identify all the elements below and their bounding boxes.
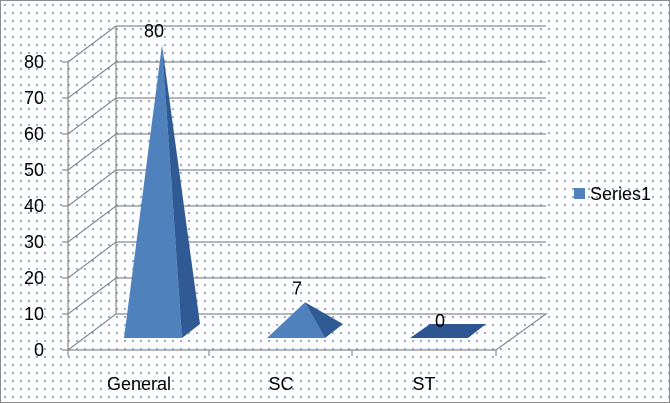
pyramid-right-face	[162, 44, 200, 338]
gridlines	[67, 25, 546, 351]
y-tick-label: 70	[24, 88, 44, 108]
gridline-side	[67, 277, 117, 315]
data-label: 80	[144, 21, 164, 41]
category-label: SC	[268, 374, 293, 394]
y-tick-label: 40	[24, 196, 44, 216]
data-labels: 80 7 0	[144, 21, 445, 331]
legend: Series1	[574, 184, 651, 204]
pyramid-marks	[124, 44, 486, 338]
gridline-side	[67, 97, 117, 135]
gridline-side	[67, 205, 117, 243]
pyramid-front-face	[124, 44, 182, 338]
gridline-side	[67, 313, 117, 351]
gridline-side	[67, 169, 117, 207]
y-tick-label: 80	[24, 52, 44, 72]
data-label: 0	[435, 311, 445, 331]
category-label: General	[107, 374, 171, 394]
y-tick-label: 0	[34, 340, 44, 360]
y-tick-label: 20	[24, 268, 44, 288]
y-tick-label: 30	[24, 232, 44, 252]
pyramid-mark	[124, 44, 200, 338]
pyramid-front-face	[267, 302, 325, 338]
legend-swatch	[574, 188, 585, 199]
axes	[62, 26, 548, 356]
pyramid-right-face	[305, 302, 343, 338]
pyramid-mark	[267, 302, 343, 338]
data-label: 7	[292, 278, 302, 298]
x-axis-category-labels: General SC ST	[107, 374, 436, 394]
legend-label: Series1	[590, 184, 651, 204]
gridline-side	[67, 241, 117, 279]
floor-outline	[68, 313, 548, 351]
y-tick-label: 10	[24, 304, 44, 324]
gridline-side	[67, 25, 117, 63]
category-label: ST	[412, 374, 435, 394]
gridline-side	[67, 133, 117, 171]
y-tick-label: 50	[24, 160, 44, 180]
y-axis-tick-labels: 0 10 20 30 40 50 60 70 80	[24, 52, 44, 360]
gridline-side	[67, 61, 117, 99]
y-tick-label: 60	[24, 124, 44, 144]
pyramid-mark	[410, 324, 486, 338]
